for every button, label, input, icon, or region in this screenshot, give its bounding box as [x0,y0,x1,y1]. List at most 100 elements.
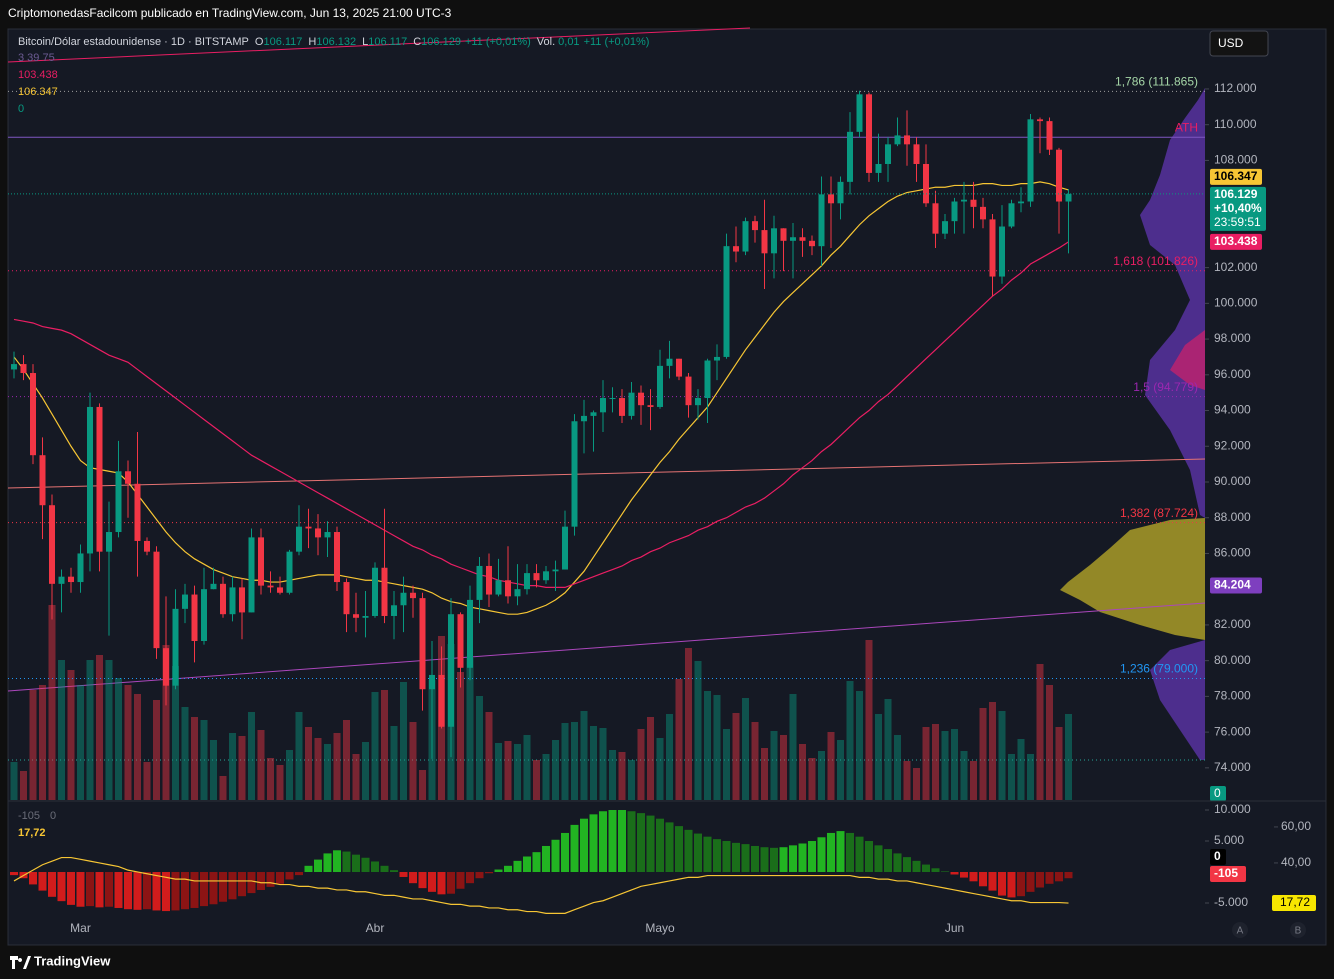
profile-accent [1170,330,1205,390]
volume-bar [86,660,94,800]
volume-bar [1017,739,1025,800]
volume-bar [485,712,493,800]
volume-bar [856,691,863,800]
volume-bar [552,740,559,800]
histogram-bar [124,872,132,910]
histogram-bar [513,860,522,873]
histogram-bar [466,872,474,884]
y-tick-label: -5.000 [1214,895,1248,909]
candle-body [106,532,112,552]
currency-button[interactable] [1209,30,1269,57]
histogram-bar [257,872,265,890]
publisher: CriptomonedasFacilcom publicado en Tradi… [8,6,452,20]
price-badge [1210,577,1262,594]
volume-bar [457,672,464,800]
scale-button[interactable] [1232,922,1248,938]
candle-body [695,398,701,406]
histogram-bar [713,839,721,873]
histogram-bar [266,872,275,887]
candle-body [856,94,863,132]
candle-body [229,587,236,615]
histogram-bar [247,872,256,894]
histogram-bar [570,824,579,873]
candle-body [581,415,587,422]
volume-bar [466,658,474,800]
value-badge [1210,866,1246,883]
candle-body [638,392,644,406]
symbol: Bitcoin/Dólar estadounidense · 1D · BITS… [18,36,249,48]
volume-bar [400,682,407,800]
volume-bar [542,754,550,800]
volume-bar [115,678,122,800]
histogram-bar [779,847,788,873]
volume-bar [200,720,208,800]
volume-bar [960,751,968,800]
label: Vol. [537,36,555,48]
candle-body [723,246,730,357]
volume-bar [533,760,540,800]
scale-button-label[interactable]: B [1295,926,1302,937]
candle-body [505,580,511,597]
candle-body [305,526,312,529]
histogram-bar [475,872,484,879]
volume-bar [818,751,825,800]
histogram-bar [276,872,284,884]
histogram-bar [67,872,75,905]
volume-bar [637,729,645,800]
level-label: 1,236 (79.000) [1120,662,1198,676]
volume-bar [295,712,303,800]
volume-bar [799,744,806,800]
scale-button[interactable] [1290,922,1306,938]
histogram-bar [171,872,180,911]
histogram-bar [561,832,569,873]
candle-body [913,144,920,164]
candle-body [163,648,169,686]
histogram-bar [456,872,465,889]
candle-body [923,163,929,204]
y-tick-label: 94.000 [1214,403,1251,417]
moving-average [13,241,1069,589]
scale-button-label[interactable]: A [1237,926,1244,937]
volume-bar [837,740,844,800]
value: 0,01 [558,36,579,48]
histogram-bar [665,822,674,873]
candle-body [562,526,568,570]
candle-body [400,592,407,606]
volume-bar [913,768,920,800]
volume-bar [571,722,578,800]
currency[interactable]: USD [1218,36,1244,50]
value-badge-label: 0 [1214,849,1221,863]
volume-bar [1046,685,1053,800]
trend-line [7,458,1206,489]
x-tick-label: Abr [366,921,385,935]
histogram-bar [200,872,208,907]
histogram-bar [314,859,322,873]
histogram-bar [694,833,702,873]
volume-bar [628,760,635,800]
histogram-bar [912,860,921,873]
volume-bar [780,735,787,800]
level-label: 1,5 (94.779) [1133,380,1198,394]
volume-bar [267,758,274,800]
candle-body [96,406,103,552]
histogram-bar [941,871,949,873]
volume-bar [219,776,227,800]
candle-body [818,194,825,247]
histogram-bar [323,853,332,873]
histogram-bar [836,831,845,873]
candle-body [39,455,46,506]
candle-body [676,358,682,377]
volume-bar [590,726,597,800]
volume-bar [257,730,265,800]
volume-bar [761,748,768,800]
candle-body [733,246,739,252]
candle-body [391,605,397,616]
volume-bar [134,694,141,800]
candle-body [1018,201,1024,204]
volume-bar [865,640,873,800]
volume-bar [951,729,958,800]
histogram-bar [494,869,503,873]
volume-bar [124,685,132,800]
histogram-bar [409,872,417,884]
histogram-bar [342,851,351,873]
